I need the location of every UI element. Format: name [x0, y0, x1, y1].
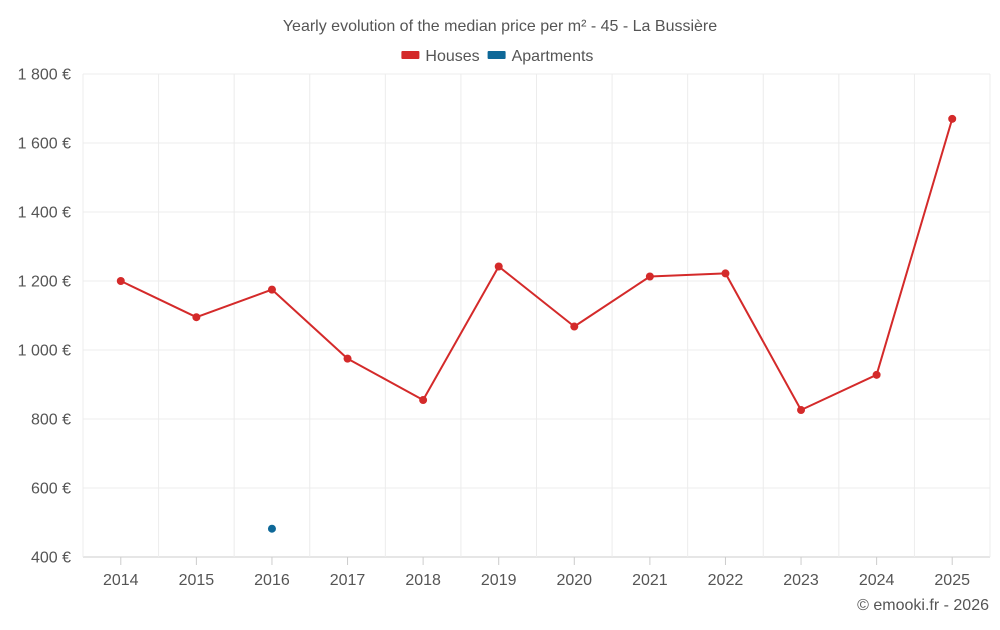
grid [82, 73, 991, 558]
data-point-houses[interactable] [494, 262, 503, 271]
x-tick-label: 2017 [330, 572, 366, 589]
data-point-houses[interactable] [721, 269, 730, 278]
x-tick-label: 2016 [254, 572, 290, 589]
data-point-houses[interactable] [872, 370, 881, 379]
axes: 400 € 600 € 800 € 1 000 € 1 200 € 1 400 € 1 60… [18, 67, 970, 590]
y-tick-label: 1 000 € [18, 343, 71, 360]
data-point-houses[interactable] [645, 272, 654, 281]
y-tick-label: 400 € [31, 550, 71, 567]
data-point-houses[interactable] [343, 354, 352, 363]
data-point-houses[interactable] [948, 114, 957, 123]
x-tick-label: 2025 [934, 572, 970, 589]
data-point-houses[interactable] [116, 277, 125, 285]
y-tick-label: 1 400 € [18, 205, 71, 222]
data-point-houses[interactable] [797, 406, 806, 415]
x-tick-label: 2018 [405, 572, 441, 589]
legend-swatch-apartments [487, 51, 506, 59]
x-tick-label: 2015 [179, 572, 215, 589]
x-tick-label: 2023 [783, 572, 819, 589]
y-tick-label: 1 200 € [18, 274, 71, 291]
legend: Houses Apartments [401, 48, 593, 65]
x-tick-label: 2021 [632, 572, 668, 589]
credit-text: © emooki.fr - 2026 [857, 597, 989, 614]
legend-item-apartments[interactable]: Apartments [487, 48, 594, 65]
y-tick-label: 600 € [31, 481, 71, 498]
data-point-houses[interactable] [267, 285, 276, 294]
x-tick-label: 2014 [103, 572, 139, 589]
data-point-apartments[interactable] [267, 524, 276, 533]
legend-label-houses: Houses [425, 48, 479, 65]
data-point-houses[interactable] [192, 313, 201, 322]
x-tick-label: 2020 [556, 572, 592, 589]
series-layer [116, 114, 957, 533]
data-point-houses[interactable] [419, 396, 428, 405]
y-tick-label: 800 € [31, 412, 71, 429]
chart-title: Yearly evolution of the median price per… [283, 18, 717, 35]
legend-label-apartments: Apartments [512, 48, 594, 65]
series-line-houses [120, 118, 954, 411]
legend-swatch-houses [401, 51, 420, 59]
x-tick-label: 2022 [708, 572, 744, 589]
y-tick-label: 1 800 € [18, 67, 71, 84]
x-tick-label: 2024 [859, 572, 895, 589]
x-tick-label: 2019 [481, 572, 517, 589]
y-tick-label: 1 600 € [18, 136, 71, 153]
data-point-houses[interactable] [570, 322, 579, 331]
legend-item-houses[interactable]: Houses [401, 48, 480, 65]
